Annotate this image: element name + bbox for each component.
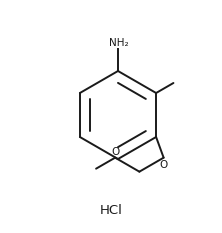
Text: NH₂: NH₂ <box>109 38 129 48</box>
Text: HCl: HCl <box>99 205 123 217</box>
Text: O: O <box>159 160 168 170</box>
Text: O: O <box>111 147 119 157</box>
